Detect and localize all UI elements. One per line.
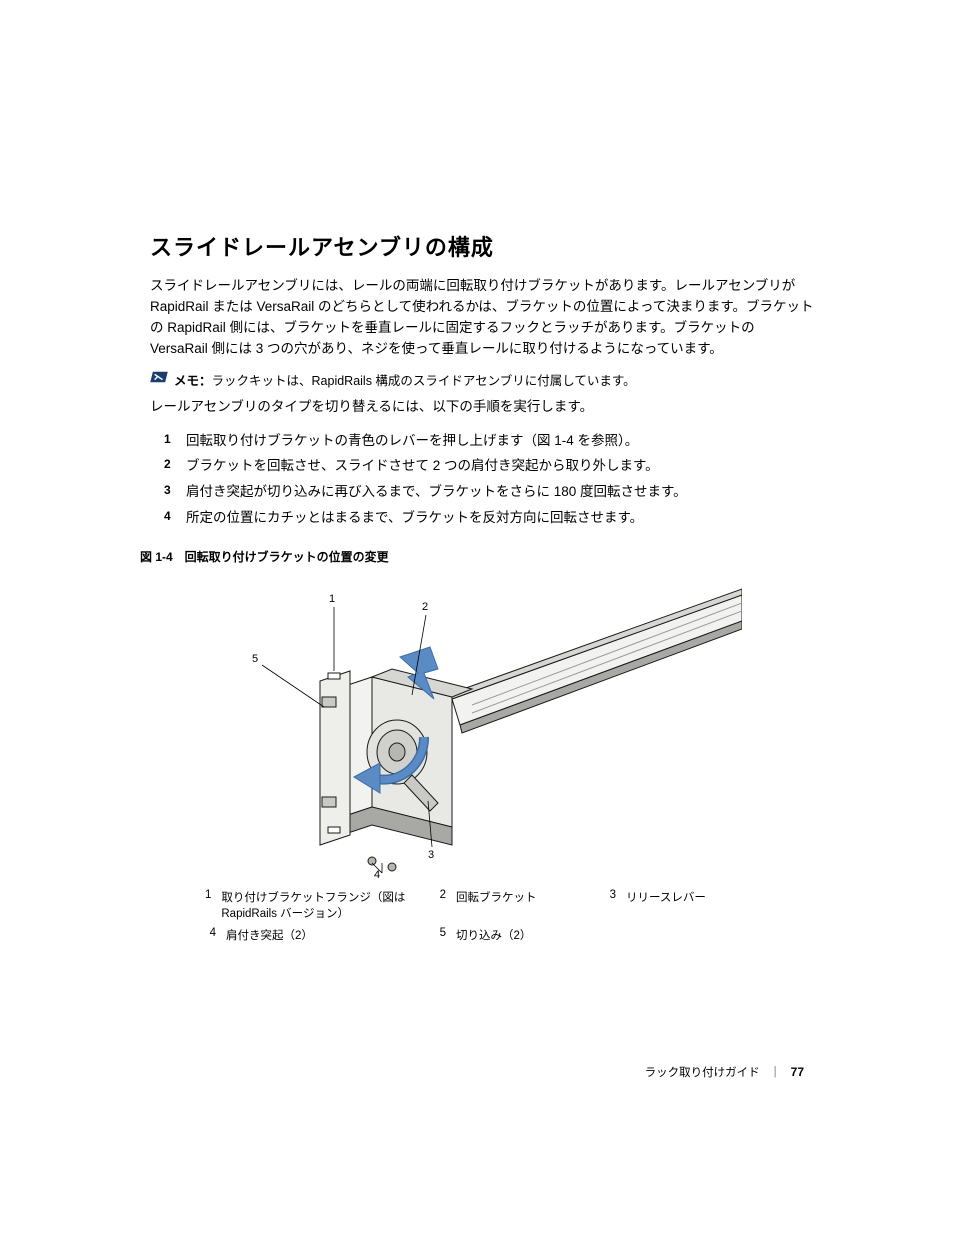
note-text: ラックキットは、RapidRails 構成のスライドアセンブリに付属しています。 — [212, 374, 636, 388]
intro-paragraph: スライドレールアセンブリには、レールの両端に回転取り付けブラケットがあります。レ… — [150, 276, 814, 360]
legend-text: 取り付けブラケットフランジ（図は RapidRails バージョン） — [221, 889, 432, 921]
legend-text: リリースレバー — [626, 889, 706, 905]
figure-caption: 図 1-4 回転取り付けブラケットの位置の変更 — [140, 548, 814, 565]
callout-3: 3 — [428, 849, 434, 861]
footer-separator: | — [774, 1066, 777, 1078]
page-footer: ラック取り付けガイド | 77 — [645, 1064, 804, 1080]
legend-text: 切り込み（2） — [456, 927, 531, 943]
callout-2: 2 — [422, 601, 428, 613]
legend-num: 5 — [432, 927, 446, 939]
section-heading: スライドレールアセンブリの構成 — [150, 230, 814, 262]
technical-figure: 1 2 3 4 5 — [222, 577, 742, 877]
callout-4: 4 — [374, 869, 380, 881]
note-icon — [150, 370, 168, 384]
callout-5: 5 — [252, 653, 258, 665]
list-item: ブラケットを回転させ、スライドさせて 2 つの肩付き突起から取り外します。 — [164, 453, 814, 479]
legend-num: 3 — [602, 889, 616, 901]
legend-text: 回転ブラケット — [456, 889, 537, 905]
legend-text: 肩付き突起（2） — [226, 927, 313, 943]
footer-title: ラック取り付けガイド — [645, 1064, 760, 1080]
note: メモ：ラックキットは、RapidRails 構成のスライドアセンブリに付属してい… — [150, 370, 814, 389]
figure-legend: 1 取り付けブラケットフランジ（図は RapidRails バージョン） 2 回転ブ… — [202, 889, 762, 943]
list-item: 肩付き突起が切り込みに再び入るまで、ブラケットをさらに 180 度回転させます。 — [164, 479, 814, 505]
legend-num: 2 — [432, 889, 446, 901]
legend-num: 1 — [202, 889, 211, 901]
callout-1: 1 — [329, 593, 335, 605]
note-label: メモ： — [174, 374, 212, 388]
list-item: 所定の位置にカチッとはまるまで、ブラケットを反対方向に回転させます。 — [164, 505, 814, 531]
page-number: 77 — [791, 1065, 804, 1079]
step-list: 回転取り付けブラケットの青色のレバーを押し上げます（図 1-4 を参照）。 ブラ… — [164, 428, 814, 531]
lead-paragraph: レールアセンブリのタイプを切り替えるには、以下の手順を実行します。 — [150, 397, 814, 418]
legend-num: 4 — [202, 927, 216, 939]
list-item: 回転取り付けブラケットの青色のレバーを押し上げます（図 1-4 を参照）。 — [164, 428, 814, 454]
